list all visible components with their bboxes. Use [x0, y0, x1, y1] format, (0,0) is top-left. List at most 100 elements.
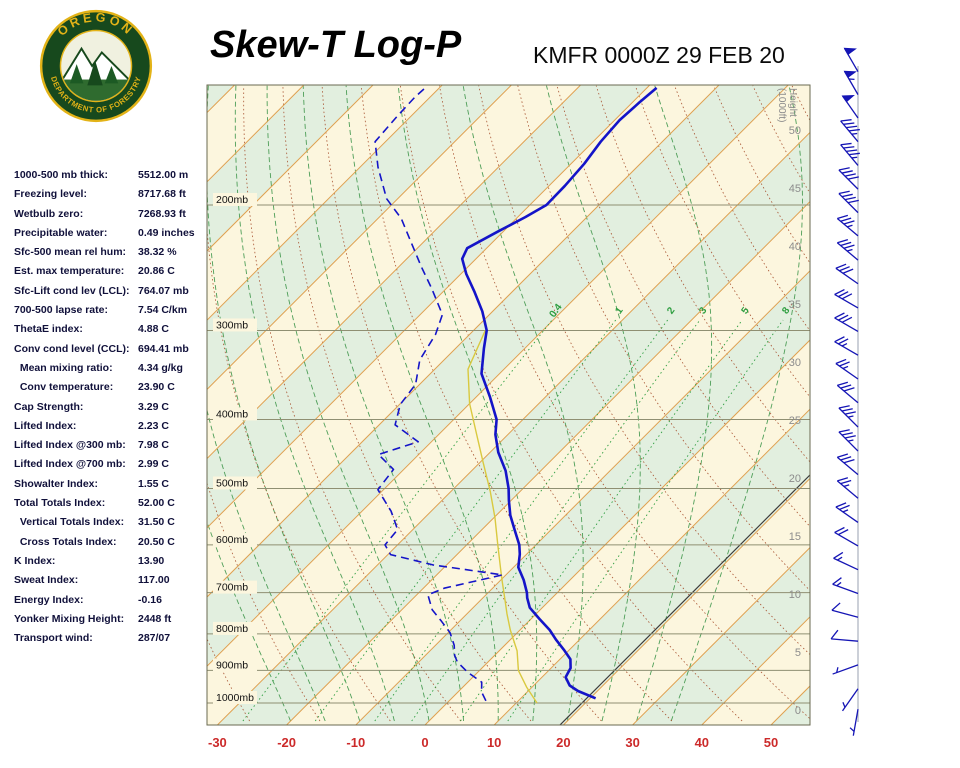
- stat-value: 4.88 C: [138, 323, 169, 336]
- stat-row: Total Totals Index: 52.00 C: [14, 494, 214, 513]
- wind-barb: [849, 708, 859, 736]
- wind-barb: [840, 119, 860, 143]
- wind-barb: [836, 214, 859, 237]
- wind-barb: [838, 190, 859, 214]
- height-axis-label: 20: [789, 473, 801, 485]
- stat-value: 31.50 C: [138, 516, 175, 529]
- wind-barb: [831, 602, 859, 618]
- stat-value: 694.41 mb: [138, 342, 189, 355]
- stat-value: 23.90 C: [138, 381, 175, 394]
- stat-label: Yonker Mixing Height:: [14, 612, 125, 625]
- stat-value: 20.50 C: [138, 535, 175, 548]
- stat-label: Vertical Totals Index:: [14, 516, 125, 529]
- stat-row: ThetaE index: 4.88 C: [14, 320, 214, 339]
- sounding-temperature-line: [460, 86, 658, 700]
- stat-value: 2448 ft: [138, 612, 172, 625]
- seal-tree-icon: [69, 64, 84, 84]
- temp-axis-label: -20: [277, 735, 296, 750]
- stat-row: Showalter Index: 1.55 C: [14, 475, 214, 494]
- stat-value: 3.29 C: [138, 400, 169, 413]
- height-axis-label: 5: [795, 647, 801, 659]
- stat-label: Total Totals Index:: [14, 497, 106, 510]
- stat-row: Conv temperature: 23.90 C: [14, 378, 214, 397]
- pressure-label: 900mb: [216, 659, 248, 671]
- seal-scene: [61, 31, 131, 101]
- plot-area: 0.4 1 2 3 5 8: [207, 85, 810, 725]
- wind-barb: [838, 405, 859, 428]
- wind-barbs: [830, 47, 860, 736]
- wind-barb: [832, 577, 859, 595]
- stat-value: 0.49 inches: [138, 226, 195, 239]
- stat-value: 5512.00 m: [138, 169, 189, 181]
- pressure-labels: 200mb 300mb 400mb 500mb 600mb 700mb 800mb 900mb…: [213, 192, 257, 704]
- wind-barb: [832, 664, 859, 675]
- stat-value: 7.54 C/km: [138, 304, 188, 317]
- height-axis-label: 0: [795, 705, 801, 717]
- reference-isotherm-line: [559, 474, 810, 725]
- stat-label: 1000-500 mb thick:: [14, 169, 108, 181]
- stat-value: 2.23 C: [138, 419, 169, 432]
- temp-axis-label: 50: [764, 735, 778, 750]
- wind-barb: [834, 526, 859, 547]
- stat-row: Sfc-500 mean rel hum: 38.32 %: [14, 243, 214, 262]
- height-axis-label: 30: [789, 357, 801, 369]
- height-axis-label: 40: [789, 241, 801, 253]
- stat-label: Showalter Index:: [14, 477, 99, 490]
- pressure-label: 600mb: [216, 534, 248, 546]
- stat-value: -0.16: [138, 593, 162, 606]
- wind-barb: [834, 312, 859, 333]
- stat-label: Est. max temperature:: [14, 265, 125, 278]
- station-datetime-label: KMFR 0000Z 29 FEB 20: [533, 42, 785, 68]
- mixing-ratio-label: 2: [665, 305, 677, 316]
- wind-barb: [835, 358, 859, 380]
- temp-axis-label: 30: [625, 735, 639, 750]
- wind-barb: [843, 70, 859, 95]
- stat-label: Sfc-Lift cond lev (LCL):: [14, 284, 130, 297]
- stat-label: Freezing level:: [14, 188, 87, 201]
- stat-row: Transport wind: 287/07: [14, 629, 214, 648]
- page-title: Skew-T Log-P: [210, 24, 462, 66]
- height-axis-label: 10: [789, 589, 801, 601]
- wind-barb: [836, 477, 859, 499]
- stat-label: Transport wind:: [14, 632, 93, 645]
- stat-row: Lifted Index @700 mb: 2.99 C: [14, 455, 214, 474]
- stat-value: 2.99 C: [138, 458, 169, 471]
- stat-value: 52.00 C: [138, 497, 175, 510]
- seal-tree-icon: [104, 66, 119, 84]
- height-axis-label: 35: [789, 299, 801, 311]
- temp-axis-label: 20: [556, 735, 570, 750]
- stat-label: K Index:: [14, 554, 56, 567]
- stat-row: Conv cond level (CCL): 694.41 mb: [14, 340, 214, 359]
- wind-barb: [843, 47, 859, 73]
- stat-row: 1000-500 mb thick: 5512.00 m: [14, 166, 214, 185]
- stat-label: Cross Totals Index:: [14, 535, 117, 548]
- stat-label: Lifted Index:: [14, 419, 77, 432]
- stat-label: Conv cond level (CCL):: [14, 342, 130, 355]
- wind-barb: [834, 288, 859, 309]
- pressure-label: 300mb: [216, 319, 248, 331]
- wind-barb: [834, 336, 859, 356]
- sounding-dewpoint-line: [374, 85, 504, 702]
- seal-tree-icon: [87, 60, 103, 86]
- wind-barb: [833, 551, 859, 571]
- stat-row: Freezing level: 8717.68 ft: [14, 185, 214, 204]
- stat-row: Wetbulb zero: 7268.93 ft: [14, 205, 214, 224]
- pressure-lines: [207, 204, 810, 704]
- stat-row: Lifted Index @300 mb: 7.98 C: [14, 436, 214, 455]
- stat-label: ThetaE index:: [14, 323, 83, 336]
- stat-row: Cap Strength: 3.29 C: [14, 398, 214, 417]
- stat-row: Lifted Index: 2.23 C: [14, 417, 214, 436]
- stat-value: 20.86 C: [138, 265, 175, 278]
- wind-barb: [830, 629, 859, 642]
- stat-value: 7.98 C: [138, 439, 169, 452]
- pressure-label: 700mb: [216, 582, 248, 594]
- wind-barb: [835, 263, 859, 285]
- stats-panel: 1000-500 mb thick: 5512.00 m Freezing leve…: [14, 166, 214, 648]
- temp-axis-label: -30: [208, 735, 227, 750]
- stat-label: 700-500 lapse rate:: [14, 304, 108, 317]
- wind-barb: [838, 429, 859, 452]
- wind-barb: [836, 453, 859, 476]
- temp-axis-label: -10: [346, 735, 365, 750]
- pressure-label: 200mb: [216, 194, 248, 206]
